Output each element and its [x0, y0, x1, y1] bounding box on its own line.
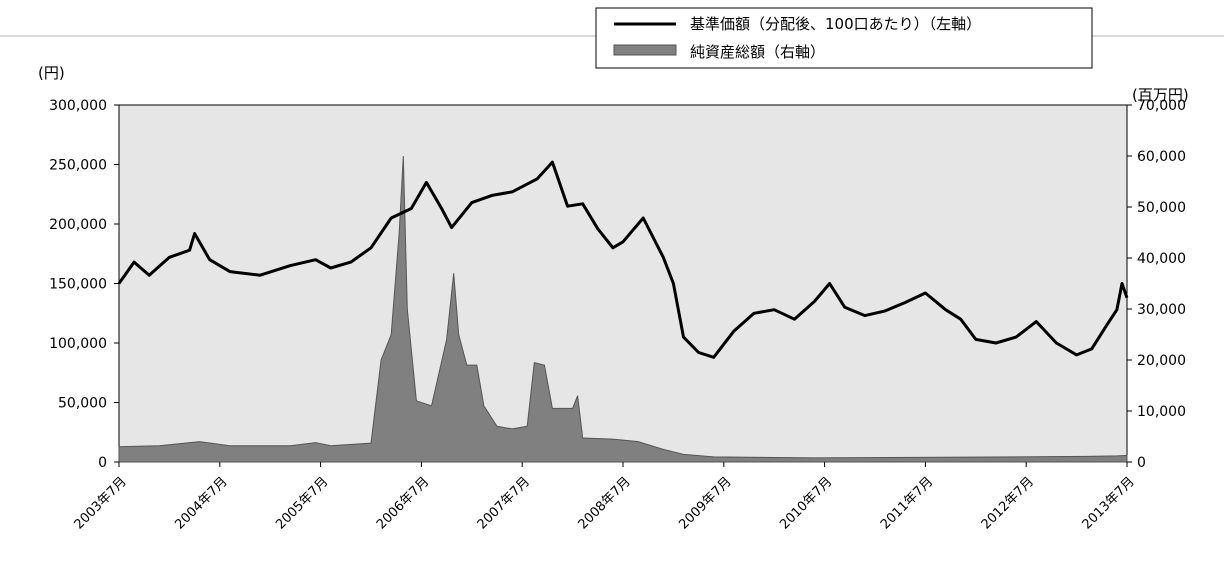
net-assets-area — [118, 155, 1128, 463]
x-tick-label: 2004年7月 — [172, 474, 230, 532]
legend-label-nav: 基準価額（分配後、100口あたり）（左軸） — [690, 15, 981, 33]
right-tick-label: 50,000 — [1137, 200, 1186, 216]
assets-layer — [118, 155, 1128, 463]
left-tick-label: 50,000 — [58, 396, 107, 412]
x-tick-label: 2008年7月 — [576, 474, 634, 532]
right-tick-label: 0 — [1137, 455, 1146, 471]
left-axis-unit: (円) — [38, 64, 65, 82]
left-tick-label: 150,000 — [49, 277, 107, 293]
legend: 基準価額（分配後、100口あたり）（左軸） 純資産総額（右軸） — [595, 7, 1093, 69]
x-tick-label: 2005年7月 — [273, 474, 331, 532]
right-tick-label: 10,000 — [1137, 404, 1186, 420]
right-axis-unit: (百万円) — [1132, 86, 1189, 104]
legend-swatch-area — [613, 44, 677, 56]
left-tick-label: 300,000 — [49, 98, 107, 114]
left-tick-label: 250,000 — [49, 158, 107, 174]
plot-area — [118, 104, 1128, 463]
x-tick-label: 2012年7月 — [979, 474, 1037, 532]
left-tick-label: 0 — [98, 455, 107, 471]
x-tick-label: 2013年7月 — [1080, 474, 1138, 532]
x-tick-label: 2009年7月 — [676, 474, 734, 532]
right-tick-label: 70,000 — [1137, 98, 1186, 114]
right-tick-label: 30,000 — [1137, 302, 1186, 318]
legend-box — [595, 7, 1093, 69]
x-tick-label: 2006年7月 — [374, 474, 432, 532]
legend-label-assets: 純資産総額（右軸） — [690, 43, 825, 61]
x-tick-label: 2011年7月 — [878, 474, 936, 532]
x-tick-label: 2003年7月 — [72, 474, 130, 532]
x-tick-label: 2007年7月 — [475, 474, 533, 532]
nav-line — [117, 160, 1129, 359]
right-tick-label: 60,000 — [1137, 149, 1186, 165]
nav-layer — [117, 160, 1129, 359]
x-tick-label: 2010年7月 — [777, 474, 835, 532]
right-tick-label: 40,000 — [1137, 251, 1186, 267]
left-tick-label: 100,000 — [49, 336, 107, 352]
right-tick-label: 20,000 — [1137, 353, 1186, 369]
left-tick-label: 200,000 — [49, 217, 107, 233]
